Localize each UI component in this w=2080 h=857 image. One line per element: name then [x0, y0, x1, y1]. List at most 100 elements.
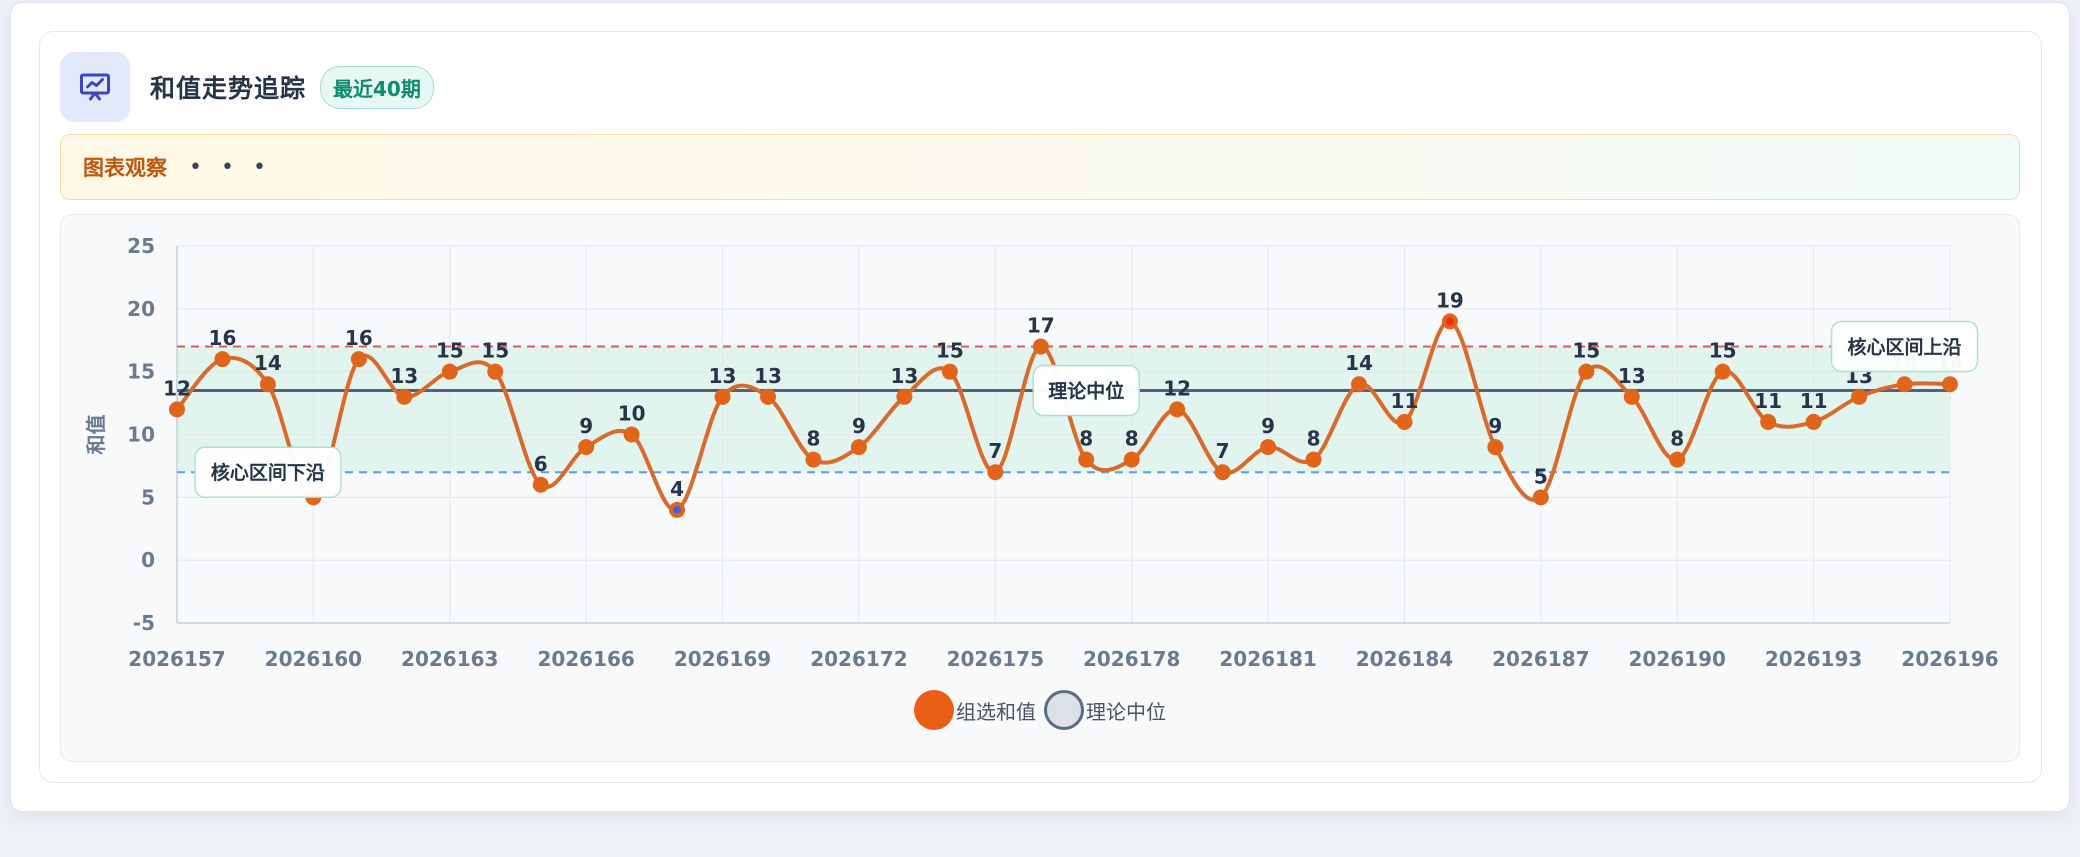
data-point: [850, 439, 867, 456]
data-label: 13: [890, 364, 918, 388]
y-tick-label: 0: [141, 548, 155, 572]
y-axis-label: 和值: [84, 415, 108, 455]
legend-label-sum: 组选和值: [956, 699, 1036, 724]
data-point: [1032, 338, 1049, 355]
data-point: [1669, 451, 1686, 468]
data-point: [578, 439, 595, 456]
x-tick-label: 2026184: [1356, 647, 1453, 671]
data-point: [760, 388, 776, 405]
data-label: 8: [807, 427, 821, 451]
x-tick-label: 2026193: [1765, 647, 1862, 671]
data-label: 13: [709, 364, 737, 388]
x-tick-label: 2026166: [537, 647, 634, 671]
x-tick-label: 2026178: [1083, 647, 1180, 671]
data-label: 10: [618, 402, 646, 426]
data-point: [1305, 451, 1322, 468]
card-header: 和值走势追踪 最近40期: [60, 52, 434, 122]
data-label: 15: [936, 339, 964, 363]
annotation-box: [1032, 364, 1140, 417]
legend-item-median[interactable]: 理论中位: [1044, 690, 1166, 730]
data-point-low-marker: [673, 505, 682, 514]
data-label: 13: [1618, 364, 1646, 388]
data-point: [1851, 388, 1868, 405]
data-point: [714, 388, 731, 405]
data-point: [441, 363, 458, 380]
data-label: 5: [1534, 464, 1548, 488]
data-point: [532, 476, 549, 493]
chart-legend: 组选和值 理论中位: [0, 690, 2080, 730]
data-label: 13: [390, 364, 418, 388]
data-point: [896, 388, 913, 405]
data-point: [623, 426, 640, 443]
legend-item-sum[interactable]: 组选和值: [914, 690, 1036, 730]
y-tick-label: 5: [141, 485, 155, 509]
data-point: [1714, 363, 1731, 380]
y-tick-label: 10: [127, 423, 155, 447]
legend-swatch-median: [1044, 690, 1084, 730]
data-label: 15: [436, 339, 464, 363]
data-label: 16: [209, 326, 237, 350]
data-point: [487, 363, 504, 380]
annotation-label: 核心区间上沿: [1848, 336, 1962, 359]
data-point: [1169, 401, 1186, 418]
data-point: [1351, 376, 1367, 393]
y-tick-label: 25: [127, 234, 155, 258]
annotation-box: [1830, 320, 1979, 373]
data-label: 11: [1391, 389, 1419, 413]
data-point: [214, 351, 231, 368]
data-label: 16: [345, 326, 373, 350]
data-label: 17: [1027, 314, 1055, 338]
x-tick-label: 2026190: [1629, 647, 1726, 671]
data-point: [1623, 388, 1640, 405]
presentation-chart-icon: [60, 52, 130, 122]
data-label: 13: [754, 364, 782, 388]
data-point: [941, 363, 958, 380]
data-point: [396, 388, 413, 405]
data-label: 8: [1307, 427, 1321, 451]
data-point: [259, 376, 276, 393]
data-label: 19: [1436, 288, 1464, 312]
annotation-box: [194, 446, 342, 498]
legend-swatch-sum: [914, 690, 954, 730]
data-point: [1078, 451, 1095, 468]
y-tick-label: 20: [127, 297, 155, 321]
annotation-label: 理论中位: [1048, 380, 1124, 403]
data-label: 4: [670, 477, 684, 501]
x-tick-label: 2026157: [128, 647, 225, 671]
data-point: [350, 351, 367, 368]
data-point: [987, 464, 1004, 481]
observation-more-dots[interactable]: • • •: [189, 154, 272, 180]
data-point-high-marker: [1445, 317, 1454, 326]
data-label: 9: [579, 414, 593, 438]
data-label: 7: [1216, 439, 1230, 463]
data-label: 15: [1572, 339, 1600, 363]
data-label: 14: [1345, 351, 1373, 375]
data-label: 11: [1754, 389, 1782, 413]
x-tick-label: 2026196: [1901, 647, 1998, 671]
data-point: [1123, 451, 1140, 468]
x-tick-label: 2026169: [674, 647, 771, 671]
data-label: 12: [163, 376, 191, 400]
data-point: [1396, 413, 1413, 430]
x-tick-label: 2026163: [401, 647, 498, 671]
data-point: [1805, 413, 1822, 430]
y-tick-label: -5: [133, 611, 155, 635]
data-point: [1896, 376, 1913, 393]
data-point: [805, 451, 822, 468]
data-point: [169, 401, 185, 418]
data-point: [1260, 439, 1277, 456]
data-label: 6: [534, 452, 548, 476]
data-label: 8: [1079, 427, 1093, 451]
data-label: 7: [988, 439, 1002, 463]
chart-panel: [60, 214, 2020, 762]
x-tick-label: 2026160: [265, 647, 362, 671]
data-label: 14: [254, 351, 282, 375]
data-label: 9: [1488, 414, 1502, 438]
data-label: 8: [1125, 427, 1139, 451]
observation-banner[interactable]: 图表观察 • • •: [60, 134, 2020, 200]
data-point: [1760, 413, 1777, 430]
chart-title: 和值走势追踪: [150, 74, 307, 103]
period-badge: 最近40期: [320, 65, 434, 109]
x-tick-label: 2026172: [810, 647, 907, 671]
